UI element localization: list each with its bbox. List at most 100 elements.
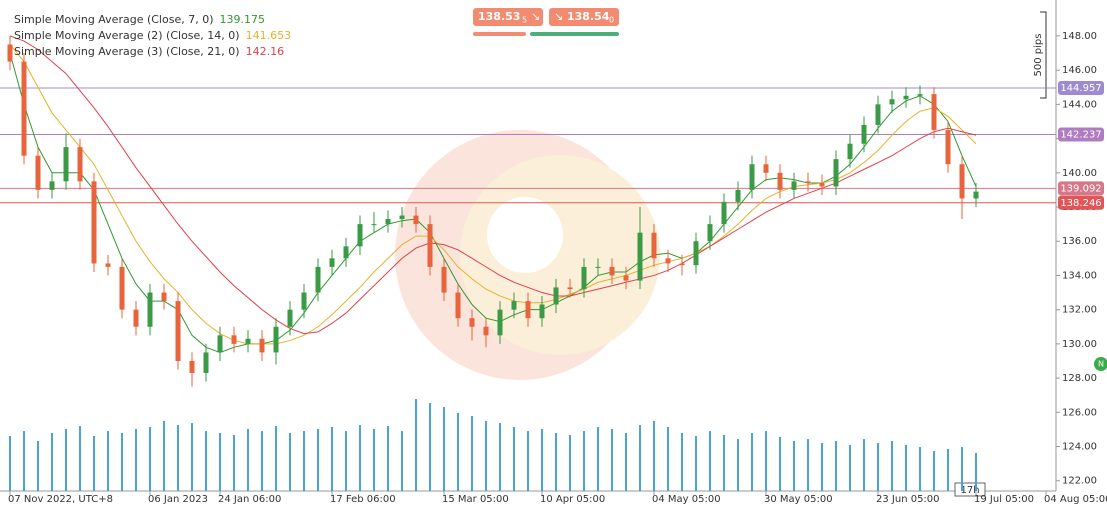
y-tick-label: 148.00 bbox=[1062, 31, 1097, 42]
candle-body bbox=[175, 301, 181, 361]
volume-bar bbox=[163, 421, 165, 491]
volume-bar bbox=[947, 449, 949, 491]
volume-bar bbox=[359, 425, 361, 491]
candle-body bbox=[231, 335, 237, 344]
x-tick-label: 15 Mar 05:00 bbox=[442, 494, 509, 505]
volume-bar bbox=[877, 443, 879, 491]
legend-name: Simple Moving Average (3) (Close, 21, 0) bbox=[14, 45, 240, 58]
level-label: 144.957 bbox=[1060, 83, 1101, 94]
badge-label[interactable]: N bbox=[1098, 360, 1104, 369]
volume-bar bbox=[79, 426, 81, 491]
volume-bar bbox=[891, 441, 893, 491]
candle-body bbox=[525, 301, 531, 319]
volume-bar bbox=[835, 441, 837, 491]
candle-body bbox=[931, 94, 937, 131]
volume-bar bbox=[863, 439, 865, 491]
buy-button[interactable] bbox=[549, 8, 619, 26]
candle-body bbox=[161, 292, 167, 302]
sell-button[interactable] bbox=[473, 8, 543, 26]
volume-bar bbox=[331, 427, 333, 491]
volume-bar bbox=[219, 433, 221, 491]
volume-bar bbox=[247, 429, 249, 491]
candle-body bbox=[189, 360, 195, 373]
level-label: 139.092 bbox=[1060, 183, 1101, 194]
volume-bar bbox=[611, 429, 613, 491]
candle-body bbox=[77, 147, 83, 182]
volume-bar bbox=[807, 439, 809, 491]
candle-body bbox=[329, 258, 335, 267]
candle-body bbox=[497, 309, 503, 336]
candle-body bbox=[63, 147, 69, 182]
x-tick-label: 24 Jan 06:00 bbox=[218, 494, 281, 505]
y-tick-label: 126.00 bbox=[1062, 407, 1097, 418]
ma-line bbox=[9, 44, 977, 345]
volume-bar bbox=[597, 427, 599, 491]
candle-body bbox=[357, 224, 363, 247]
candle-body bbox=[427, 224, 433, 267]
volume-bar bbox=[905, 445, 907, 491]
candle-body bbox=[469, 318, 475, 327]
legend-value: 142.16 bbox=[246, 45, 285, 58]
buy-price[interactable]: 138.54 bbox=[567, 10, 610, 23]
volume-bar bbox=[51, 433, 53, 491]
range-bracket bbox=[1040, 11, 1047, 99]
volume-bar bbox=[135, 429, 137, 491]
candle-body bbox=[553, 287, 559, 305]
sell-pip[interactable]: 5 bbox=[522, 16, 527, 25]
level-tag bbox=[1058, 127, 1104, 142]
candle-body bbox=[147, 292, 153, 327]
buy-pip[interactable]: 0 bbox=[609, 16, 614, 25]
x-tick-label: 06 Jan 2023 bbox=[148, 494, 208, 505]
y-tick-label: 132.00 bbox=[1062, 305, 1097, 316]
volume-bar bbox=[695, 436, 697, 491]
candle-body bbox=[735, 189, 741, 202]
countdown: 17h bbox=[960, 485, 979, 496]
candle-body bbox=[49, 181, 55, 190]
volume-bar bbox=[639, 425, 641, 491]
volume-bar bbox=[177, 425, 179, 491]
volume-bar bbox=[275, 426, 277, 491]
candle-body bbox=[903, 95, 909, 100]
level-label: 138.246 bbox=[1060, 198, 1101, 209]
legend-value: 141.653 bbox=[246, 29, 292, 42]
candle-body bbox=[889, 99, 895, 105]
candle-body bbox=[315, 266, 321, 293]
sell-price[interactable]: 138.53 bbox=[478, 10, 520, 23]
x-tick-label: 07 Nov 2022, UTC+8 bbox=[8, 494, 113, 505]
volume-bar bbox=[23, 431, 25, 491]
y-tick-label: 136.00 bbox=[1062, 236, 1097, 247]
volume-bar bbox=[555, 433, 557, 491]
volume-bar bbox=[65, 429, 67, 491]
volume-bar bbox=[513, 427, 515, 491]
candle-body bbox=[385, 218, 391, 225]
volume-bar bbox=[653, 421, 655, 491]
candle-body bbox=[399, 215, 405, 219]
candle-body bbox=[833, 159, 839, 187]
candle-body bbox=[665, 258, 671, 264]
volume-bar bbox=[345, 431, 347, 491]
candle-body bbox=[707, 224, 713, 242]
volume-bar bbox=[471, 416, 473, 491]
badge[interactable] bbox=[1094, 357, 1107, 371]
watermark-hole bbox=[487, 197, 563, 273]
volume-bar bbox=[457, 413, 459, 491]
x-tick-label: 10 Apr 05:00 bbox=[540, 494, 605, 505]
volume-bar bbox=[625, 433, 627, 491]
candle-body bbox=[791, 181, 797, 190]
volume-bar bbox=[93, 436, 95, 491]
volume-bar bbox=[107, 431, 109, 491]
candle-body bbox=[959, 164, 965, 199]
y-tick-label: 128.00 bbox=[1062, 373, 1097, 384]
volume-bar bbox=[541, 429, 543, 491]
volume-bar bbox=[401, 431, 403, 491]
y-tick-label: 144.00 bbox=[1062, 99, 1097, 110]
candle-body bbox=[483, 326, 489, 336]
volume-bar bbox=[429, 403, 431, 491]
candle-body bbox=[539, 304, 545, 319]
candle-body bbox=[441, 266, 447, 293]
volume-bar bbox=[289, 433, 291, 491]
volume-bar bbox=[261, 431, 263, 491]
candle-body bbox=[623, 275, 629, 281]
volume-bar bbox=[387, 426, 389, 491]
